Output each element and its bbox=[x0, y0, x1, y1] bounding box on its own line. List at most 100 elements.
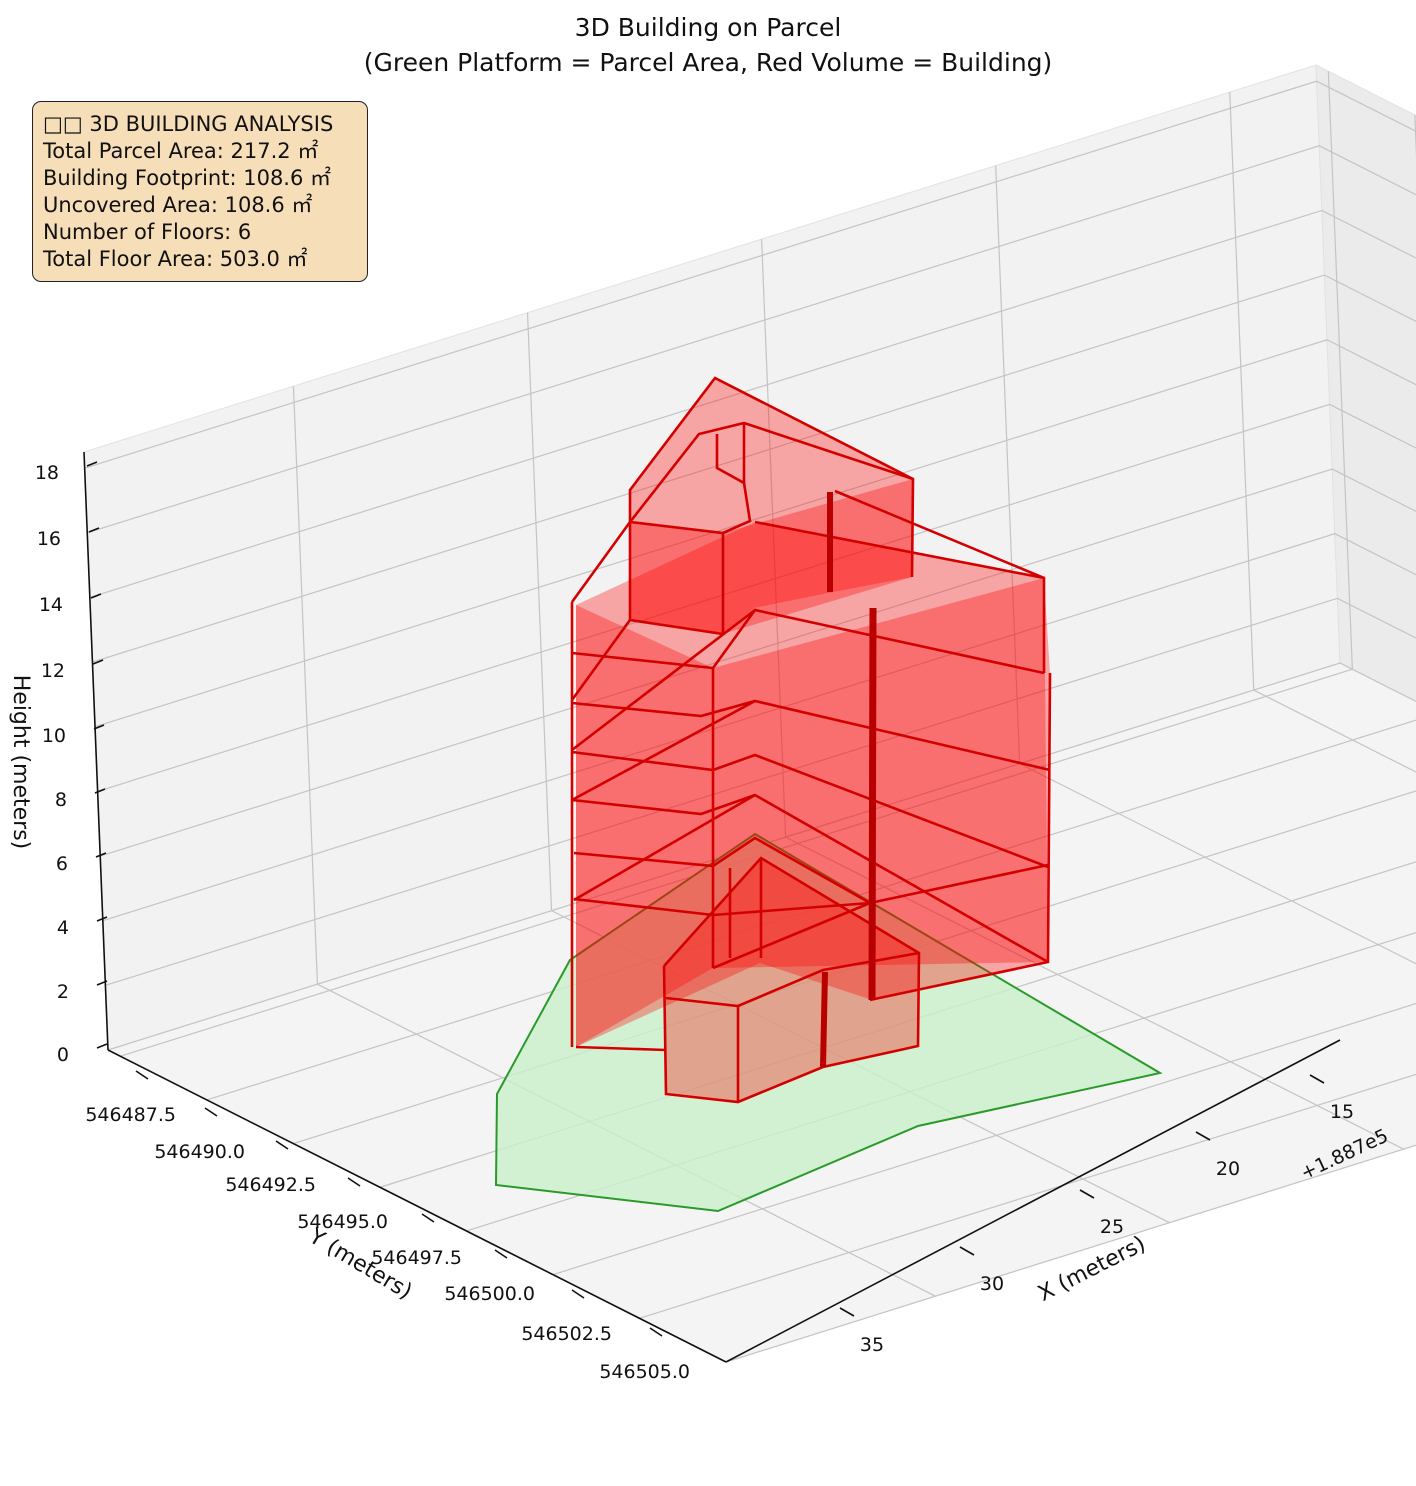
z-tick-mark bbox=[94, 788, 106, 794]
building-edge bbox=[571, 699, 1051, 772]
z-grid-line bbox=[89, 209, 1416, 599]
z-tick-label: 6 bbox=[56, 853, 68, 875]
y-tick-label: 546495.0 bbox=[297, 1211, 388, 1233]
x-tick-mark bbox=[839, 1307, 855, 1317]
x-grid-line bbox=[526, 312, 1170, 1224]
building-face bbox=[713, 578, 1048, 968]
building-edge bbox=[834, 489, 1045, 580]
chart-title: 3D Building on Parcel bbox=[575, 13, 842, 42]
info-parcel-area: Total Parcel Area: 217.2 ㎡ bbox=[43, 139, 319, 163]
info-box: □□ 3D BUILDING ANALYSIS Total Parcel Are… bbox=[32, 101, 368, 282]
z-tick-mark bbox=[96, 1043, 108, 1049]
z-tick-mark bbox=[92, 659, 104, 665]
x-tick-label: 25 bbox=[1100, 1216, 1124, 1238]
z-axis-label: Height (meters) bbox=[8, 675, 33, 850]
y-tick-mark bbox=[571, 1289, 585, 1299]
z-tick-label: 4 bbox=[57, 917, 69, 939]
building-edge bbox=[571, 793, 1049, 964]
y-axis-line bbox=[107, 1049, 727, 1363]
building-edge bbox=[712, 901, 871, 970]
y-tick-label: 546487.5 bbox=[85, 1104, 176, 1126]
info-floors: Number of Floors: 6 bbox=[43, 220, 252, 244]
y-tick-mark bbox=[135, 1070, 149, 1080]
building-edge bbox=[628, 421, 914, 523]
building-edge bbox=[575, 1045, 667, 1052]
building-edge bbox=[573, 793, 756, 902]
y-tick-label: 546500.0 bbox=[444, 1283, 535, 1305]
y-tick-label: 546497.5 bbox=[371, 1247, 462, 1269]
building-edge bbox=[571, 699, 756, 802]
building-face bbox=[576, 522, 1050, 1047]
info-title: □□ 3D BUILDING ANALYSIS bbox=[43, 112, 334, 136]
y-grid-line bbox=[725, 1144, 1416, 1363]
building-edge bbox=[571, 608, 756, 752]
tick-labels: 0 2 4 6 8 10 12 14 16 18 15 20 25 30 35 546487.5 546490.… bbox=[35, 462, 1354, 1383]
parcel-platform bbox=[494, 832, 1163, 1213]
z-grid-line bbox=[97, 403, 1416, 792]
info-floor-area: Total Floor Area: 503.0 ㎡ bbox=[43, 247, 308, 271]
x-grid-line bbox=[1229, 92, 1416, 773]
y-tick-label: 546492.5 bbox=[225, 1174, 316, 1196]
building-column-edge bbox=[820, 971, 828, 1068]
y-tick-mark bbox=[494, 1249, 508, 1259]
z-tick-mark bbox=[93, 724, 105, 730]
x-tick-label: 15 bbox=[1330, 1101, 1354, 1123]
z-axis-line bbox=[83, 451, 109, 1051]
building-edge bbox=[662, 856, 921, 1104]
x-grid-line bbox=[761, 239, 1404, 1150]
building-edge bbox=[629, 434, 752, 535]
building-face bbox=[576, 605, 713, 1047]
z-tick-label: 16 bbox=[37, 528, 61, 550]
y-grid-line bbox=[639, 1073, 1416, 1319]
z-tick-mark bbox=[95, 852, 107, 858]
y-tick-mark bbox=[275, 1140, 289, 1150]
z-tick-mark bbox=[90, 593, 102, 599]
building-edge bbox=[573, 863, 1049, 917]
building-face bbox=[723, 479, 913, 634]
building-edge bbox=[628, 376, 915, 620]
y-tick-mark bbox=[649, 1327, 663, 1337]
x-tick-mark bbox=[959, 1246, 975, 1256]
x-tick-mark bbox=[1079, 1189, 1095, 1199]
building-face bbox=[630, 522, 723, 634]
parcel-polygon bbox=[494, 832, 1163, 1213]
z-tick-label: 2 bbox=[57, 981, 69, 1003]
z-grid-line bbox=[87, 145, 1416, 534]
y-tick-mark bbox=[204, 1107, 218, 1117]
z-tick-label: 14 bbox=[39, 594, 63, 616]
building-edge bbox=[869, 672, 1052, 1002]
x-tick-label: 30 bbox=[980, 1273, 1004, 1295]
z-grid-line bbox=[105, 597, 1416, 986]
z-tick-label: 18 bbox=[35, 462, 59, 484]
axis-lines bbox=[83, 451, 1341, 1363]
z-grid-line bbox=[92, 274, 1416, 663]
info-uncovered: Uncovered Area: 108.6 ㎡ bbox=[43, 193, 313, 217]
z-grid-line bbox=[107, 662, 1416, 1051]
z-tick-mark bbox=[96, 980, 108, 986]
building-edge bbox=[570, 521, 632, 603]
building-face bbox=[664, 858, 919, 1102]
x-tick-label: 20 bbox=[1216, 1158, 1240, 1180]
y-grid-line bbox=[120, 71, 1353, 1057]
building-edge bbox=[571, 608, 1045, 675]
z-tick-mark bbox=[86, 461, 98, 467]
z-tick-label: 12 bbox=[41, 660, 65, 682]
x-tick-mark bbox=[1309, 1074, 1325, 1084]
z-tick-label: 10 bbox=[42, 725, 66, 747]
z-tick-label: 8 bbox=[55, 789, 67, 811]
y-tick-label: 546502.5 bbox=[521, 1323, 612, 1345]
building-edge bbox=[570, 619, 632, 701]
y-tick-mark bbox=[421, 1213, 435, 1223]
building-column-edge bbox=[868, 607, 877, 1001]
info-footprint: Building Footprint: 108.6 ㎡ bbox=[43, 166, 332, 190]
z-grid-line bbox=[100, 468, 1416, 857]
building-face bbox=[630, 378, 913, 634]
x-axis-line bbox=[725, 1039, 1341, 1363]
y-tick-label: 546490.0 bbox=[154, 1141, 245, 1163]
z-grid-line bbox=[94, 339, 1416, 728]
chart-subtitle: (Green Platform = Parcel Area, Red Volum… bbox=[364, 48, 1053, 77]
side-pane bbox=[1315, 64, 1416, 702]
building-volume bbox=[570, 376, 1052, 1104]
y-grid-line bbox=[552, 1002, 1416, 1276]
